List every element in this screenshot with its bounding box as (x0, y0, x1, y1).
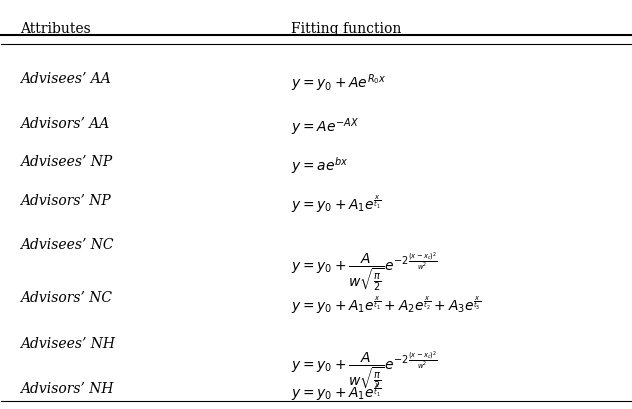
Text: Advisees’ NH: Advisees’ NH (20, 337, 115, 351)
Text: $y = Ae^{-AX}$: $y = Ae^{-AX}$ (291, 117, 359, 138)
Text: Advisees’ NC: Advisees’ NC (20, 238, 114, 252)
Text: $y = y_0 + \dfrac{A}{w\sqrt{\frac{\pi}{2}}}e^{-2\frac{(x-x_c)^2}{w^2}}$: $y = y_0 + \dfrac{A}{w\sqrt{\frac{\pi}{2… (291, 250, 437, 293)
Text: Fitting function: Fitting function (291, 22, 401, 36)
Text: $y = y_0 + Ae^{R_0 x}$: $y = y_0 + Ae^{R_0 x}$ (291, 72, 386, 94)
Text: $y = y_0 + A_1 e^{\frac{x}{t_1}} + A_2 e^{\frac{x}{t_2}} + A_3 e^{\frac{x}{t_3}}: $y = y_0 + A_1 e^{\frac{x}{t_1}} + A_2 e… (291, 294, 481, 315)
Text: Advisors’ NC: Advisors’ NC (20, 290, 112, 304)
Text: $y = y_0 + A_1 e^{\frac{x}{t_1}}$: $y = y_0 + A_1 e^{\frac{x}{t_1}}$ (291, 193, 381, 214)
Text: Advisors’ AA: Advisors’ AA (20, 117, 109, 130)
Text: $y = y_0 + A_1 e^{\frac{x}{t_1}}$: $y = y_0 + A_1 e^{\frac{x}{t_1}}$ (291, 381, 381, 402)
Text: Advisors’ NP: Advisors’ NP (20, 193, 111, 207)
Text: $y = y_0 + \dfrac{A}{w\sqrt{\frac{\pi}{2}}}e^{-2\frac{(x-x_c)^2}{w^2}}$: $y = y_0 + \dfrac{A}{w\sqrt{\frac{\pi}{2… (291, 349, 437, 392)
Text: Advisees’ AA: Advisees’ AA (20, 72, 111, 86)
Text: $y = ae^{bx}$: $y = ae^{bx}$ (291, 155, 348, 176)
Text: Advisees’ NP: Advisees’ NP (20, 155, 112, 169)
Text: Advisors’ NH: Advisors’ NH (20, 381, 114, 395)
Text: Attributes: Attributes (20, 22, 91, 36)
